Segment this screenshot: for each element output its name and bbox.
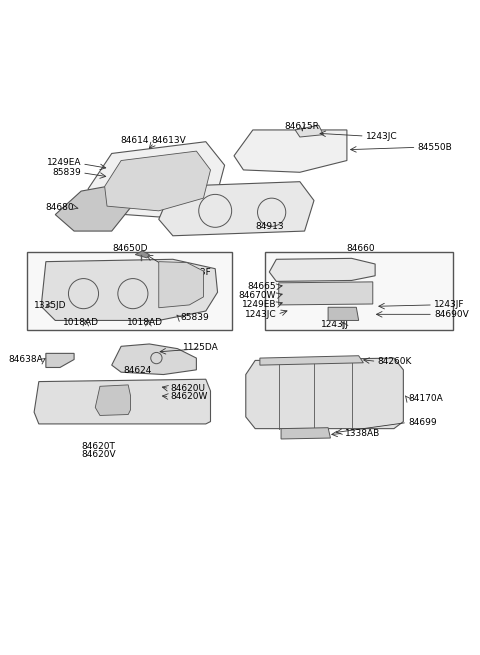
Text: 1243JJ: 1243JJ <box>321 320 349 329</box>
Text: 84670W: 84670W <box>239 291 276 300</box>
FancyBboxPatch shape <box>264 252 453 330</box>
Text: 85839: 85839 <box>180 312 209 322</box>
Text: 1243JF: 1243JF <box>434 301 465 309</box>
Text: 84260K: 84260K <box>377 357 412 366</box>
Text: 1018AD: 1018AD <box>63 318 99 328</box>
Text: 84613V: 84613V <box>152 136 186 145</box>
Text: 1018AD: 1018AD <box>127 318 163 328</box>
Polygon shape <box>159 181 314 236</box>
Polygon shape <box>105 151 211 211</box>
Text: 1125DA: 1125DA <box>183 343 219 352</box>
Polygon shape <box>295 125 324 137</box>
Text: 84620U: 84620U <box>170 384 205 393</box>
Text: 1338AB: 1338AB <box>345 429 380 438</box>
Text: 1335JD: 1335JD <box>34 301 67 310</box>
Text: 84550B: 84550B <box>418 143 452 152</box>
Polygon shape <box>234 130 347 172</box>
FancyBboxPatch shape <box>27 252 232 330</box>
Text: 84170A: 84170A <box>408 394 443 403</box>
Text: 1243JC: 1243JC <box>245 310 276 319</box>
Polygon shape <box>269 258 375 282</box>
Text: 84620W: 84620W <box>170 392 208 401</box>
Text: 84620V: 84620V <box>81 450 116 459</box>
Polygon shape <box>279 282 373 305</box>
Polygon shape <box>281 428 330 439</box>
Text: 84650D: 84650D <box>113 244 148 253</box>
Text: 84614: 84614 <box>121 136 149 145</box>
Text: 1249EB: 1249EB <box>242 301 276 309</box>
Polygon shape <box>328 307 359 320</box>
Text: 1249EA: 1249EA <box>47 159 81 168</box>
Polygon shape <box>95 385 131 415</box>
Polygon shape <box>135 251 149 258</box>
Polygon shape <box>246 358 403 428</box>
Text: 1243JC: 1243JC <box>366 132 397 141</box>
Text: 84615R: 84615R <box>285 122 320 131</box>
Polygon shape <box>112 344 196 375</box>
Text: 84913: 84913 <box>255 222 284 231</box>
Text: 84680: 84680 <box>46 203 74 212</box>
Polygon shape <box>34 379 211 424</box>
Text: 84699: 84699 <box>408 418 437 427</box>
Polygon shape <box>55 187 131 231</box>
Text: 84653F: 84653F <box>178 268 211 277</box>
Text: 84660: 84660 <box>347 244 375 253</box>
Text: 84665: 84665 <box>248 282 276 291</box>
Polygon shape <box>46 353 74 367</box>
Polygon shape <box>88 141 225 217</box>
Polygon shape <box>260 356 363 365</box>
Text: 85839: 85839 <box>52 168 81 177</box>
Text: 84690V: 84690V <box>434 310 468 319</box>
Text: 84638A: 84638A <box>9 355 44 364</box>
Polygon shape <box>41 259 217 320</box>
Polygon shape <box>159 261 204 308</box>
Text: 84620T: 84620T <box>81 441 115 451</box>
Text: 84624: 84624 <box>123 366 152 375</box>
